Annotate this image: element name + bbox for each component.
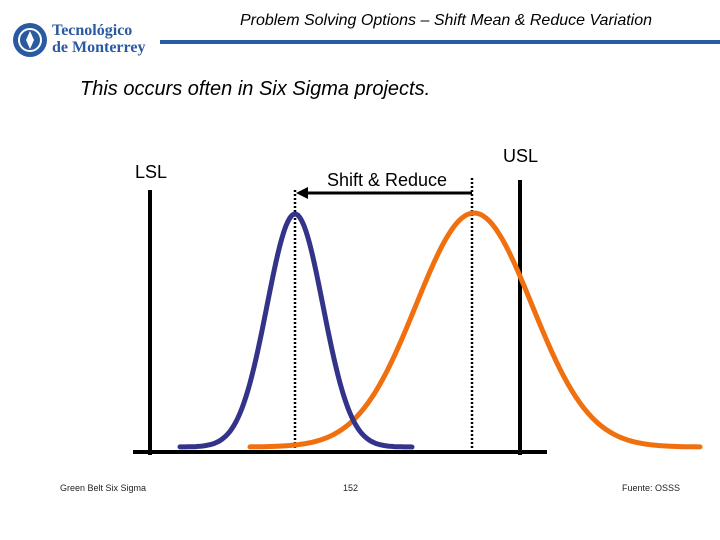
shift-arrow-head: [296, 187, 308, 199]
before-curve: [247, 210, 703, 450]
shift-arrow-label: Shift & Reduce: [327, 170, 447, 190]
lsl-label: LSL: [135, 162, 167, 182]
footer-course: Green Belt Six Sigma: [60, 483, 147, 493]
seal-icon: [13, 23, 47, 57]
after-curve: [177, 211, 415, 450]
subtitle: This occurs often in Six Sigma projects.: [80, 78, 431, 100]
logo-line-1: Tecnológico: [52, 22, 133, 39]
slide-title: Problem Solving Options – Shift Mean & R…: [239, 12, 653, 29]
footer-source: Fuente: OSSS: [622, 483, 681, 493]
usl-label: USL: [503, 146, 538, 166]
title-rule: [160, 40, 720, 44]
logo: Tecnológico de Monterrey: [12, 18, 172, 66]
logo-line-2: de Monterrey: [52, 39, 146, 56]
logo-text: Tecnológico de Monterrey: [52, 22, 145, 56]
footer-page-number: 152: [343, 483, 359, 493]
